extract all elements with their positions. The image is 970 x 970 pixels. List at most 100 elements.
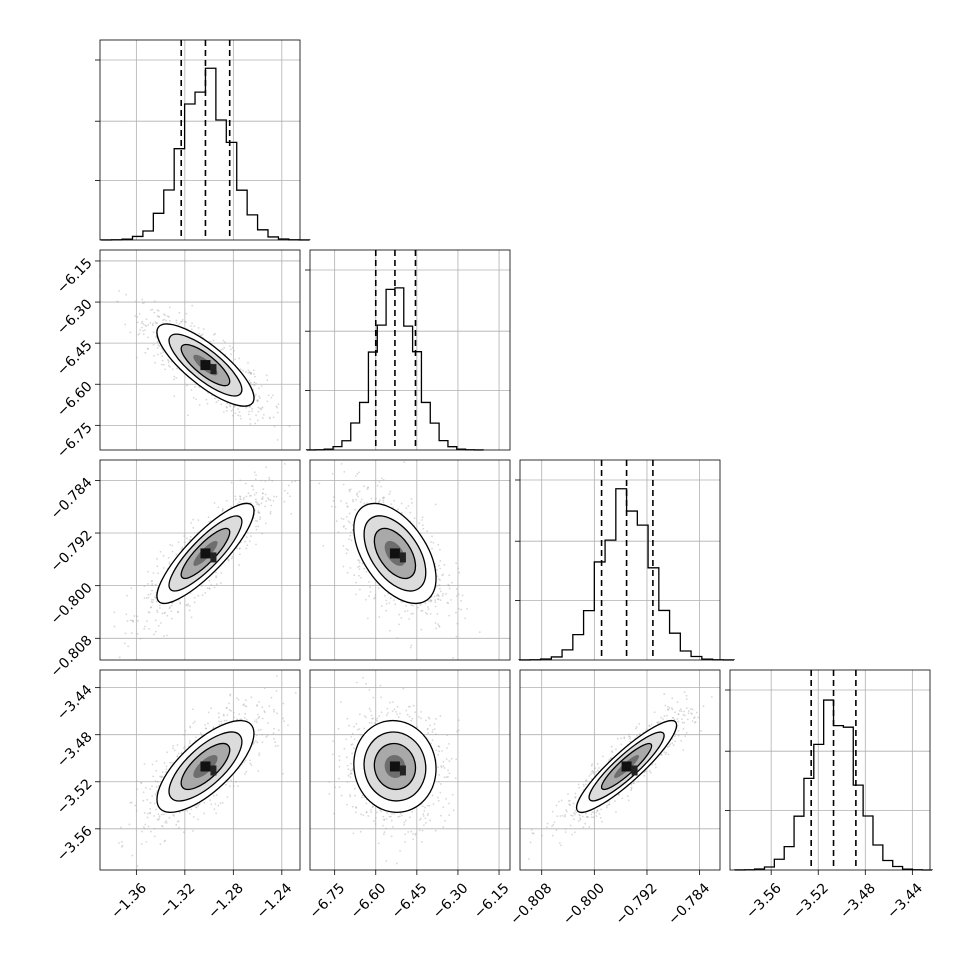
scatter-point [403,821,406,824]
scatter-point [142,323,145,325]
scatter-point [159,550,162,553]
scatter-point [163,840,166,843]
scatter-point [245,718,248,721]
scatter-point [380,696,383,699]
scatter-point [391,826,394,828]
scatter-point [218,720,220,723]
scatter-point [420,609,423,612]
scatter-point [225,405,228,408]
scatter-point [436,593,439,596]
scatter-point [258,511,260,514]
scatter-point [199,334,202,337]
scatter-point [197,818,199,821]
scatter-point [448,814,451,817]
scatter-point [259,407,261,410]
scatter-point [190,808,193,811]
scatter-point [185,321,187,324]
scatter-point [223,341,226,344]
scatter-point [190,522,193,524]
scatter-point [258,395,260,398]
scatter-point [356,728,359,731]
scatter-point [367,486,369,489]
scatter-point [436,584,438,587]
scatter-point [664,753,667,756]
scatter-point [346,505,349,508]
scatter-point [193,720,196,723]
scatter-point [426,804,429,807]
scatter-point [396,705,399,708]
scatter-point [254,478,257,481]
scatter-point [176,820,179,823]
scatter-point [210,707,212,710]
scatter-point [149,606,152,609]
scatter-point [284,463,286,465]
scatter-point [268,478,271,481]
contour-line-2 [373,527,417,580]
scatter-point [255,734,258,737]
scatter-point [255,721,258,724]
scatter-point [260,479,263,482]
scatter-point [185,604,188,606]
scatter-point [601,820,603,823]
scatter-point [434,605,437,608]
scatter-point [276,406,278,409]
scatter-point [443,563,446,566]
scatter-point [144,823,147,826]
scatter-point [342,545,345,547]
scatter-point [346,781,349,783]
panel-frame [99,459,301,661]
scatter-point [151,795,154,797]
scatter-point [169,606,171,609]
scatter-point [436,569,438,572]
scatter-point [574,809,577,812]
scatter-point [363,727,366,730]
scatter-point [307,443,309,445]
scatter-point [423,824,425,827]
scatter-point [369,591,372,593]
scatter-point [385,818,388,820]
scatter-point [662,718,664,721]
scatter-point [351,498,354,501]
scatter-point [388,493,391,495]
panel-contents [113,463,297,659]
scatter-point [133,615,136,617]
scatter-point [205,727,208,730]
scatter-point [256,399,259,402]
scatter-point [151,324,154,327]
scatter-point [181,546,184,549]
scatter-point [348,724,351,727]
scatter-point [620,737,622,740]
scatter-point [340,462,343,465]
scatter-point [464,617,467,620]
scatter-point [177,610,179,613]
scatter-point [236,502,239,505]
scatter-point [156,315,159,317]
scatter-point [163,313,165,316]
scatter-point [353,747,355,750]
scatter-point [365,502,368,505]
scatter-point [435,717,437,720]
scatter-point [190,389,193,391]
scatter-point [261,706,264,709]
scatter-point [132,620,134,622]
scatter-point [157,813,160,816]
scatter-point [343,747,346,750]
scatter-point [255,525,257,528]
scatter-point [176,367,178,370]
scatter-point [142,302,144,305]
scatter-point [237,698,240,701]
scatter-point [378,616,381,618]
scatter-point [253,471,256,474]
scatter-point [372,717,374,720]
scatter-point [208,579,211,582]
scatter-point [345,738,348,741]
scatter-point [168,563,171,565]
scatter-point [163,762,166,764]
scatter-point [355,807,358,809]
scatter-point [215,583,218,586]
scatter-point [365,716,367,719]
scatter-point [460,608,462,611]
scatter-point [400,814,403,817]
scatter-point [438,750,441,753]
scatter-point [352,500,355,503]
